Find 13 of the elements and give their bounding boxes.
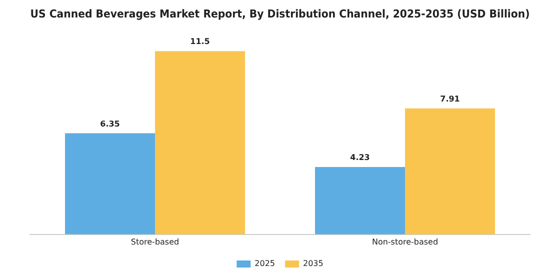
data-label: 7.91: [440, 94, 460, 104]
x-tick-label: Non-store-based: [372, 237, 438, 246]
legend-label: 2025: [254, 259, 275, 268]
x-tick-label: Store-based: [130, 237, 180, 246]
legend-label: 2035: [303, 259, 324, 268]
data-label: 11.5: [190, 37, 210, 46]
bar: [65, 133, 155, 234]
data-label: 4.23: [350, 153, 370, 162]
bar: [315, 167, 405, 234]
chart-title: US Canned Beverages Market Report, By Distribution Channel, 2025-2035 (USD Billion): [30, 8, 530, 21]
data-label: 6.35: [100, 119, 120, 128]
bar: [155, 51, 245, 234]
bar: [405, 108, 495, 234]
